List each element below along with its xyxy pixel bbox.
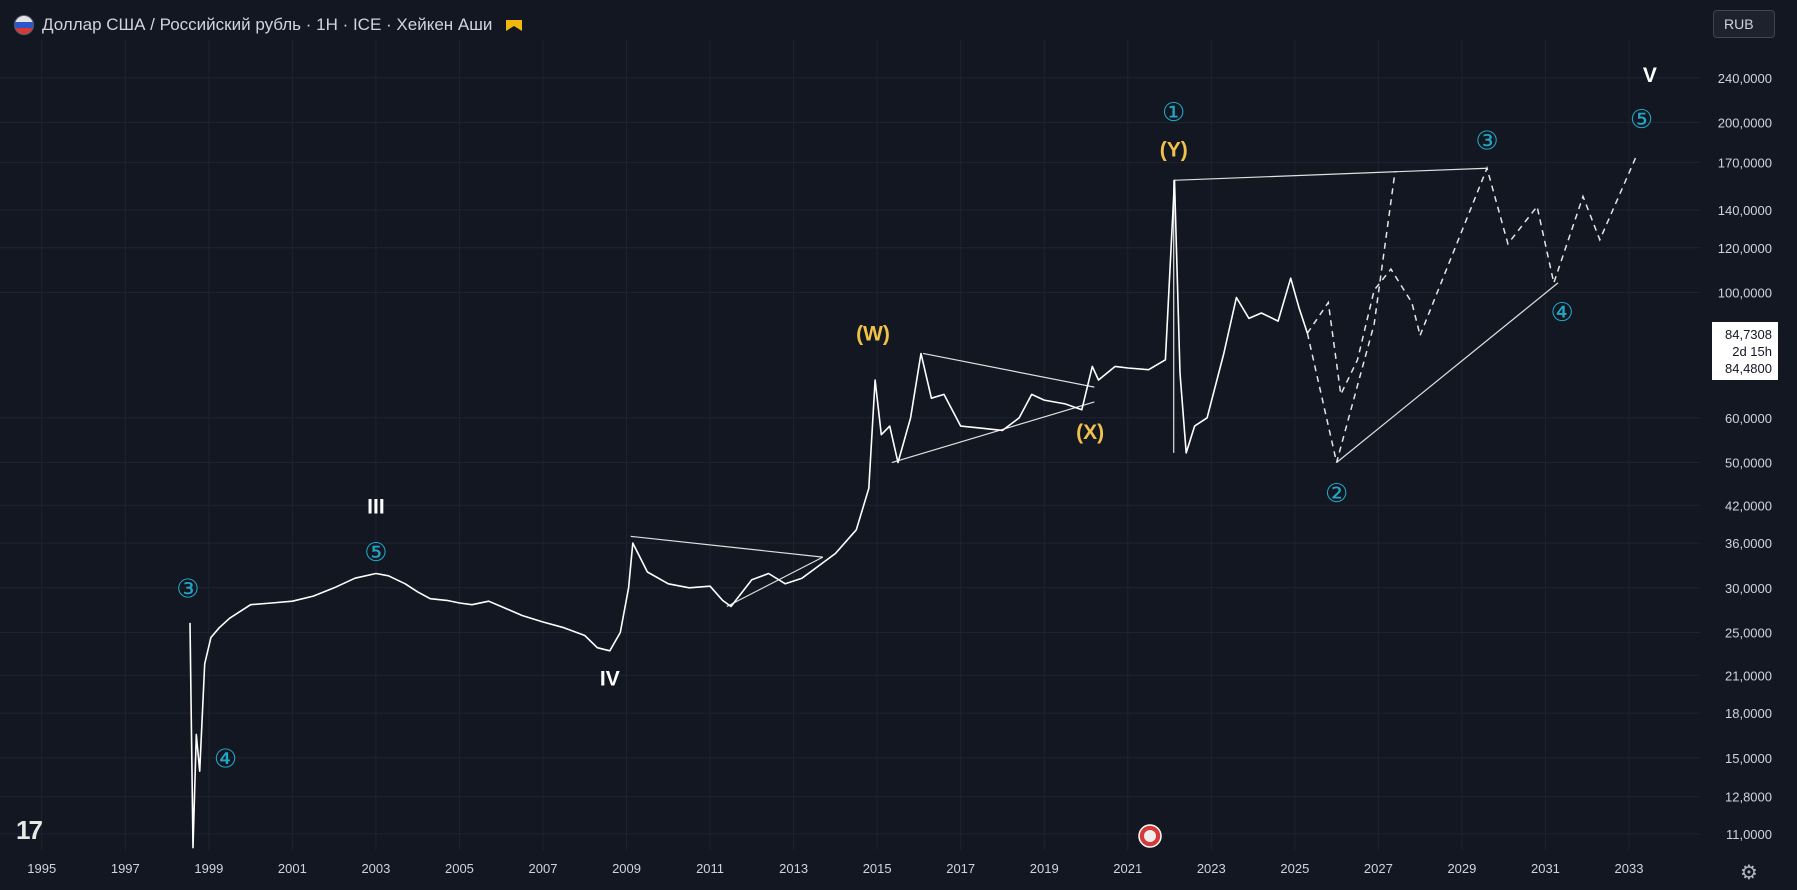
currency-button[interactable]: RUB xyxy=(1713,10,1775,38)
y-tick-label: 21,0000 xyxy=(1725,668,1772,683)
x-tick-label: 2025 xyxy=(1280,861,1309,876)
y-tick-label: 30,0000 xyxy=(1725,581,1772,596)
trendline xyxy=(1173,167,1488,181)
bar-countdown: 2d 15h xyxy=(1732,343,1772,359)
y-axis[interactable]: 240,0000 200,0000 170,0000 140,0000 120,0000… xyxy=(1718,71,1772,842)
x-tick-label: 2033 xyxy=(1615,861,1644,876)
wave-label: ④ xyxy=(1551,297,1574,327)
wave-label: ③ xyxy=(1475,126,1498,156)
currency-label: RUB xyxy=(1724,16,1754,32)
wave-label: ④ xyxy=(214,743,237,773)
bookmark-icon[interactable] xyxy=(506,19,523,31)
x-tick-label: 2017 xyxy=(946,861,975,876)
last-price: 84,7308 xyxy=(1725,326,1772,342)
price-series-line xyxy=(189,179,1309,849)
wave-label: (W) xyxy=(856,322,890,345)
x-axis: 1995 1997 1999 2001 2003 2005 2007 2009 2011 2013… xyxy=(27,861,1643,876)
symbol-header[interactable]: Доллар США / Российский рубль · 1H · ICE… xyxy=(14,12,523,38)
y-tick-label: 240,0000 xyxy=(1718,71,1772,86)
trendline xyxy=(922,352,1095,388)
wave-label: (Y) xyxy=(1160,138,1188,161)
trendline xyxy=(891,401,1095,464)
tradingview-logo-icon[interactable]: 17 xyxy=(16,815,43,845)
y-tick-label: 170,0000 xyxy=(1718,155,1772,170)
us-ru-flag-icon xyxy=(14,15,34,35)
x-tick-label: 1997 xyxy=(111,861,140,876)
x-tick-label: 2011 xyxy=(696,861,724,876)
trendline xyxy=(630,535,823,558)
x-tick-label: 2001 xyxy=(278,861,307,876)
wave-label: ② xyxy=(1325,478,1348,508)
x-tick-label: 2029 xyxy=(1447,861,1476,876)
settings-icon[interactable]: ⚙ xyxy=(1740,862,1758,884)
projection-path xyxy=(1419,153,1638,336)
wave-label: ① xyxy=(1162,97,1185,127)
y-tick-label: 42,0000 xyxy=(1725,498,1772,513)
trendline xyxy=(1336,282,1559,463)
y-tick-label: 15,0000 xyxy=(1725,751,1772,766)
x-tick-label: 2013 xyxy=(779,861,808,876)
wave-label: IV xyxy=(600,668,620,691)
x-tick-label: 1999 xyxy=(194,861,223,876)
last-price-secondary: 84,4800 xyxy=(1725,360,1772,376)
y-tick-label: 50,0000 xyxy=(1725,456,1772,471)
last-price-label: 84,7308 2d 15h 84,4800 xyxy=(1712,322,1778,380)
wave-label: (X) xyxy=(1076,421,1104,444)
trendline xyxy=(726,556,824,608)
us-flag-marker[interactable] xyxy=(1138,824,1162,848)
y-tick-label: 11,0000 xyxy=(1726,827,1772,842)
wave-label: III xyxy=(367,495,385,518)
x-tick-label: 2019 xyxy=(1030,861,1059,876)
grid-layer xyxy=(0,40,1700,850)
x-tick-label: 2009 xyxy=(612,861,641,876)
y-tick-label: 60,0000 xyxy=(1725,411,1772,426)
x-tick-label: 2023 xyxy=(1197,861,1226,876)
y-tick-label: 36,0000 xyxy=(1725,536,1772,551)
x-tick-label: 2015 xyxy=(863,861,892,876)
x-tick-label: 2003 xyxy=(361,861,390,876)
x-tick-label: 2021 xyxy=(1113,861,1142,876)
wave-label: ⑤ xyxy=(364,537,387,567)
x-tick-label: 2005 xyxy=(445,861,474,876)
price-series-layer xyxy=(189,179,1309,849)
wave-label: ③ xyxy=(176,573,199,603)
symbol-title[interactable]: Доллар США / Российский рубль · 1H · ICE… xyxy=(42,15,493,34)
projection-path xyxy=(1306,267,1421,397)
wave-label: ⑤ xyxy=(1630,104,1653,134)
y-tick-label: 18,0000 xyxy=(1725,706,1772,721)
x-tick-label: 2027 xyxy=(1364,861,1393,876)
projection-layer xyxy=(1306,153,1638,463)
wave-label-layer: ③ ④ III ⑤ IV (W) (X) (Y) ① ② ③ ④ ⑤ V xyxy=(176,64,1657,774)
y-tick-label: 25,0000 xyxy=(1725,626,1772,641)
trendline-layer xyxy=(630,167,1559,608)
wave-label: V xyxy=(1643,64,1657,87)
y-tick-label: 120,0000 xyxy=(1718,241,1772,256)
x-tick-label: 2031 xyxy=(1531,861,1560,876)
projection-path xyxy=(1306,171,1396,463)
y-tick-label: 100,0000 xyxy=(1718,286,1772,301)
x-tick-label: 1995 xyxy=(27,861,56,876)
y-tick-label: 140,0000 xyxy=(1718,203,1772,218)
x-tick-label: 2007 xyxy=(529,861,558,876)
y-tick-label: 12,8000 xyxy=(1725,790,1772,805)
y-tick-label: 200,0000 xyxy=(1718,116,1772,131)
